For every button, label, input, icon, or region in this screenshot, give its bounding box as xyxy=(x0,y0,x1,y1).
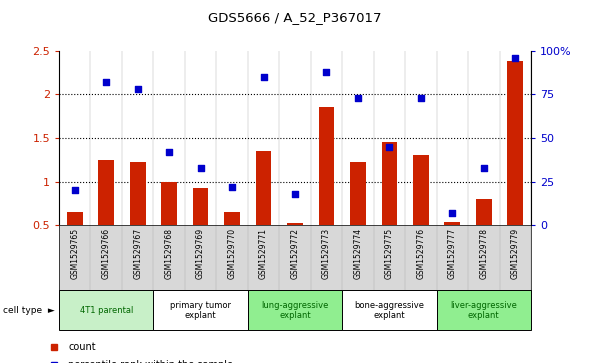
Bar xyxy=(67,212,83,269)
Text: GSM1529770: GSM1529770 xyxy=(228,228,237,280)
Text: GSM1529776: GSM1529776 xyxy=(417,228,425,280)
Point xyxy=(353,95,363,101)
Text: GSM1529771: GSM1529771 xyxy=(259,228,268,279)
Bar xyxy=(350,162,366,269)
Point xyxy=(510,55,520,61)
Bar xyxy=(437,290,531,330)
Point xyxy=(101,79,111,85)
Bar xyxy=(507,61,523,269)
Point xyxy=(133,86,142,92)
Bar xyxy=(153,290,248,330)
Point xyxy=(385,144,394,150)
Point xyxy=(227,184,237,189)
Text: GSM1529766: GSM1529766 xyxy=(101,228,111,280)
Text: GSM1529767: GSM1529767 xyxy=(133,228,142,280)
Bar xyxy=(476,199,491,269)
Bar xyxy=(319,107,335,269)
Point xyxy=(322,69,331,75)
Text: GSM1529769: GSM1529769 xyxy=(196,228,205,280)
Text: 4T1 parental: 4T1 parental xyxy=(80,306,133,315)
Text: cell type  ►: cell type ► xyxy=(3,306,55,315)
Bar xyxy=(130,162,146,269)
Bar xyxy=(59,290,153,330)
Text: lung-aggressive
explant: lung-aggressive explant xyxy=(261,301,329,320)
Bar xyxy=(413,155,429,269)
Point xyxy=(479,165,489,171)
Point xyxy=(259,74,268,80)
Point xyxy=(448,210,457,216)
Text: GSM1529772: GSM1529772 xyxy=(290,228,300,279)
Bar xyxy=(342,290,437,330)
Bar xyxy=(255,151,271,269)
Bar xyxy=(224,212,240,269)
Text: GSM1529773: GSM1529773 xyxy=(322,228,331,280)
Text: GDS5666 / A_52_P367017: GDS5666 / A_52_P367017 xyxy=(208,11,382,24)
Bar xyxy=(193,188,208,269)
Text: GSM1529774: GSM1529774 xyxy=(353,228,362,280)
Point xyxy=(416,95,425,101)
Text: liver-aggressive
explant: liver-aggressive explant xyxy=(450,301,517,320)
Text: GSM1529779: GSM1529779 xyxy=(511,228,520,280)
Text: GSM1529768: GSM1529768 xyxy=(165,228,173,279)
Text: GSM1529765: GSM1529765 xyxy=(70,228,79,280)
Bar xyxy=(99,160,114,269)
Bar xyxy=(444,223,460,269)
Point xyxy=(165,149,174,155)
Bar xyxy=(287,223,303,269)
Point xyxy=(290,191,300,197)
Text: GSM1529777: GSM1529777 xyxy=(448,228,457,280)
Point xyxy=(196,165,205,171)
Text: GSM1529778: GSM1529778 xyxy=(479,228,489,279)
Text: count: count xyxy=(68,342,96,352)
Point xyxy=(70,187,80,193)
Text: percentile rank within the sample: percentile rank within the sample xyxy=(68,360,234,363)
Bar xyxy=(248,290,342,330)
Text: bone-aggressive
explant: bone-aggressive explant xyxy=(355,301,424,320)
Text: primary tumor
explant: primary tumor explant xyxy=(170,301,231,320)
Bar xyxy=(382,142,397,269)
Text: GSM1529775: GSM1529775 xyxy=(385,228,394,280)
Bar xyxy=(161,182,177,269)
